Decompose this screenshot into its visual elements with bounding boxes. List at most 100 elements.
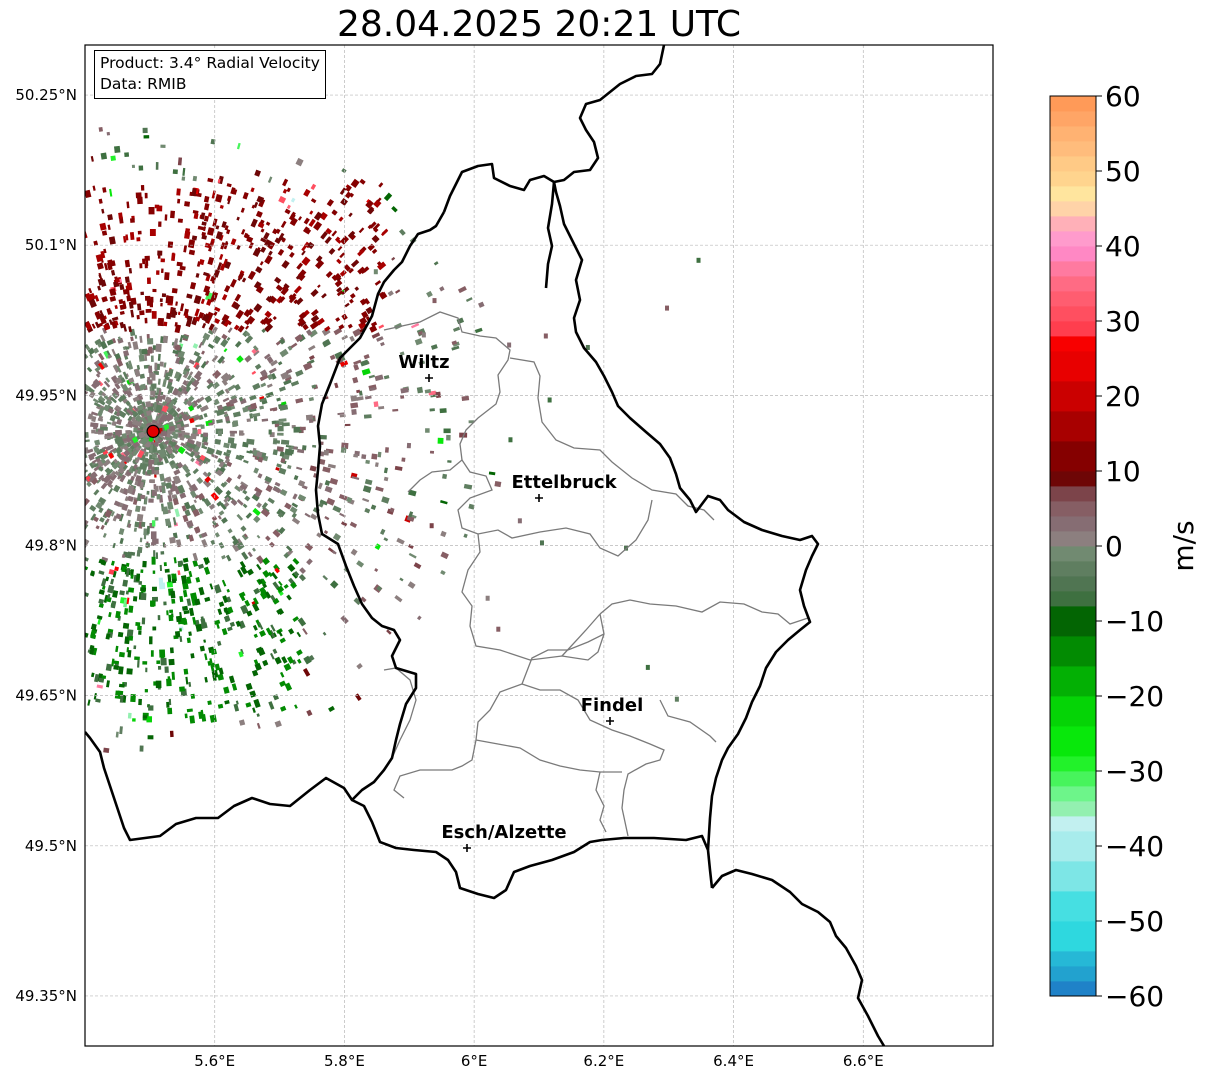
- radar-echo-gate: [150, 600, 156, 607]
- radar-echo-gate: [478, 301, 485, 308]
- radar-echo-gate: [121, 554, 126, 559]
- radar-echo-gate: [308, 329, 318, 338]
- radar-echo-gate: [89, 572, 95, 577]
- colorbar-band: [1050, 486, 1096, 502]
- radar-echo-gate: [156, 270, 160, 275]
- radar-echo-gate: [137, 196, 143, 205]
- radar-echo-gate: [225, 615, 231, 622]
- radar-echo-gate: [101, 208, 105, 214]
- radar-echo-gate: [197, 492, 205, 501]
- city-esch-alzette: Esch/Alzette: [441, 822, 567, 852]
- radar-echo-gate: [118, 528, 125, 536]
- radar-echo-gate: [140, 184, 145, 191]
- radar-echo-gate: [118, 666, 124, 675]
- radar-echo-gate: [193, 351, 201, 357]
- radar-echo-gate: [87, 413, 94, 420]
- radar-echo-gate: [98, 558, 106, 565]
- radar-echo-gate: [140, 422, 148, 430]
- radar-echo-gate: [215, 408, 225, 417]
- radar-echo-gate: [305, 414, 314, 421]
- radar-echo-gate: [125, 562, 130, 567]
- colorbar-band: [1050, 606, 1096, 637]
- colorbar-band: [1050, 381, 1096, 412]
- radar-echo-gate: [195, 623, 203, 632]
- radar-echo-gate: [109, 188, 113, 197]
- radar-echo-gate: [164, 396, 172, 404]
- radar-echo-gate: [217, 178, 221, 183]
- radar-echo-gate: [264, 255, 273, 265]
- colorbar-tick-label: −60: [1105, 980, 1164, 1013]
- radar-echo-gate: [256, 502, 262, 509]
- radar-echo-gate: [331, 274, 338, 282]
- radar-echo-gate: [297, 617, 307, 627]
- radar-echo-gate: [219, 502, 227, 511]
- radar-echo-gate: [171, 671, 176, 680]
- colorbar-band: [1050, 831, 1096, 862]
- radar-echo-gate: [211, 520, 217, 526]
- radar-echo-gate: [201, 234, 208, 240]
- radar-echo-gate: [274, 481, 281, 487]
- radar-echo-gate: [242, 406, 249, 413]
- radar-echo-gate: [100, 360, 107, 369]
- radar-echo-gate: [277, 512, 284, 518]
- radar-echo-gate: [140, 569, 144, 573]
- radar-echo-gate: [263, 232, 270, 240]
- radar-echo-gate: [115, 429, 122, 436]
- radar-echo-gate: [186, 293, 193, 299]
- radar-echo-gate: [164, 518, 171, 527]
- radar-echo-gate: [174, 415, 179, 421]
- radar-echo-gate: [247, 270, 256, 280]
- radar-echo-gate: [179, 303, 185, 312]
- radar-echo-gate: [161, 401, 167, 406]
- radar-echo-gate: [237, 569, 244, 578]
- radar-echo-gate: [243, 309, 252, 318]
- radar-echo-gate: [262, 569, 270, 578]
- radar-echo-gate: [433, 261, 439, 266]
- radar-echo-gate: [274, 276, 282, 284]
- radar-echo-gate: [309, 321, 320, 330]
- colorbar-tick-label: 0: [1105, 530, 1123, 563]
- radar-echo-gate: [101, 556, 109, 562]
- radar-echo-gate: [93, 489, 100, 496]
- radar-echo-gate: [378, 406, 385, 410]
- radar-echo-gate: [267, 571, 273, 578]
- radar-echo-gate: [133, 469, 139, 478]
- radar-echo-gate: [258, 579, 263, 584]
- radar-echo-gate: [133, 382, 141, 392]
- radar-echo-gate: [246, 315, 256, 325]
- radar-echo-gate: [265, 535, 271, 542]
- radar-echo-gate: [98, 589, 105, 595]
- border-germany-france: [711, 868, 886, 1046]
- radar-echo-gate: [211, 515, 218, 522]
- radar-echo-gate: [227, 626, 233, 632]
- colorbar-band: [1050, 336, 1096, 352]
- radar-echo-gate: [233, 324, 240, 331]
- radar-echo-gate: [198, 586, 205, 596]
- radar-echo-gate: [217, 673, 224, 681]
- radar-echo-gate: [236, 245, 241, 250]
- radar-echo-gate: [288, 295, 297, 304]
- border-belgium-luxembourg: [85, 211, 446, 842]
- radar-echo-gate: [194, 415, 202, 420]
- radar-echo-gate: [447, 460, 452, 463]
- lat-tick-label: 50.25°N: [15, 86, 77, 104]
- radar-echo-gate: [106, 307, 112, 315]
- radar-echo-gate: [150, 383, 157, 389]
- radar-echo-gate: [97, 418, 104, 422]
- radar-echo-gate: [186, 708, 193, 713]
- radar-echo-gate: [113, 404, 122, 413]
- radar-echo-gate: [223, 413, 229, 418]
- radar-echo-gate: [378, 324, 385, 329]
- radar-echo-gate: [159, 649, 166, 658]
- colorbar-band: [1050, 951, 1096, 967]
- radar-echo-gate: [204, 596, 211, 603]
- radar-echo-gate: [259, 261, 264, 266]
- radar-echo-gate: [94, 321, 100, 329]
- radar-echo-gate: [153, 550, 156, 557]
- radar-echo-gate: [308, 218, 316, 228]
- radar-echo-gate: [166, 610, 169, 616]
- radar-echo-gate: [94, 294, 100, 302]
- radar-echo-gate: [285, 368, 293, 375]
- radar-echo-gate: [383, 476, 389, 482]
- radar-echo-gate: [381, 496, 390, 504]
